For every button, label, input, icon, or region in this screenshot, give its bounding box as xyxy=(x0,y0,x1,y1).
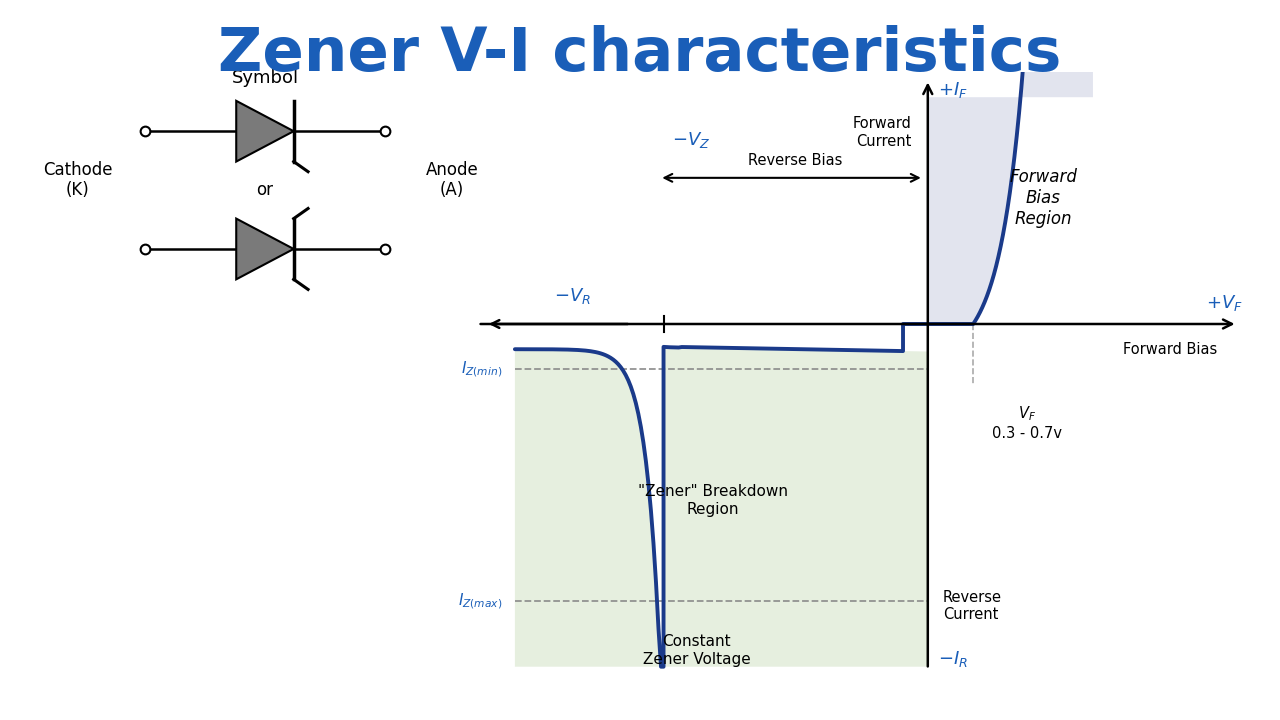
Text: $+V_F$: $+V_F$ xyxy=(1207,293,1243,313)
Text: Constant
Zener Voltage: Constant Zener Voltage xyxy=(643,634,750,667)
Text: $-V_R$: $-V_R$ xyxy=(554,287,591,307)
Text: Forward Bias: Forward Bias xyxy=(1123,342,1217,356)
Text: Cathode
(K): Cathode (K) xyxy=(44,161,113,199)
Text: Symbol: Symbol xyxy=(232,68,298,86)
Text: $+I_F$: $+I_F$ xyxy=(938,80,968,99)
Text: Anode
(A): Anode (A) xyxy=(426,161,479,199)
Text: "Zener" Breakdown
Region: "Zener" Breakdown Region xyxy=(639,485,788,517)
Polygon shape xyxy=(237,101,293,161)
Text: $-V_Z$: $-V_Z$ xyxy=(672,130,710,150)
Text: $-I_R$: $-I_R$ xyxy=(938,649,968,670)
Text: $I_{Z(max)}$: $I_{Z(max)}$ xyxy=(458,591,503,611)
Text: or: or xyxy=(256,181,274,199)
Text: $I_{Z(min)}$: $I_{Z(min)}$ xyxy=(461,359,503,379)
Text: Reverse Bias: Reverse Bias xyxy=(749,153,842,168)
Text: Forward
Current: Forward Current xyxy=(852,117,911,149)
Polygon shape xyxy=(237,219,293,279)
Polygon shape xyxy=(515,324,928,667)
Text: Reverse
Current: Reverse Current xyxy=(942,590,1002,622)
Text: Forward
Bias
Region: Forward Bias Region xyxy=(1010,168,1078,228)
Text: Zener V-I characteristics: Zener V-I characteristics xyxy=(219,25,1061,84)
Text: $V_F$
0.3 - 0.7v: $V_F$ 0.3 - 0.7v xyxy=(992,405,1062,441)
Polygon shape xyxy=(928,47,1093,324)
